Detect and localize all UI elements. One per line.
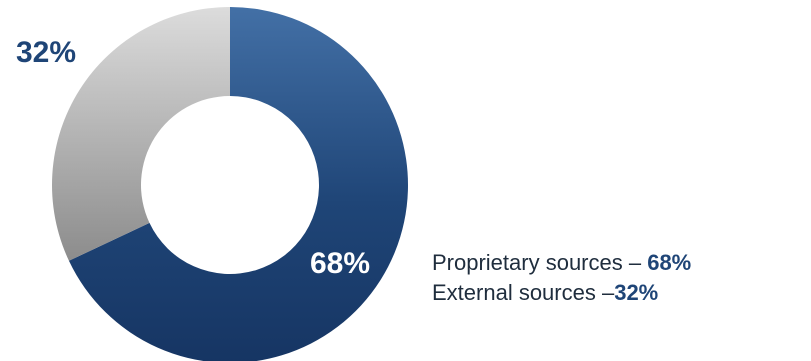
legend: Proprietary sources – 68% External sourc… xyxy=(432,248,691,308)
legend-item-external: External sources –32% xyxy=(432,278,691,308)
legend-value-external: 32% xyxy=(614,280,659,305)
legend-value-proprietary: 68% xyxy=(647,250,692,275)
slice-label-proprietary: 68% xyxy=(310,247,370,280)
legend-item-proprietary: Proprietary sources – 68% xyxy=(432,248,691,278)
legend-label-external: External sources – xyxy=(432,280,615,305)
legend-label-proprietary: Proprietary sources – xyxy=(432,250,648,275)
slice-label-external: 32% xyxy=(16,36,76,69)
slice-external xyxy=(51,7,231,261)
slice-proprietary xyxy=(68,7,408,361)
donut-slices xyxy=(51,7,408,361)
